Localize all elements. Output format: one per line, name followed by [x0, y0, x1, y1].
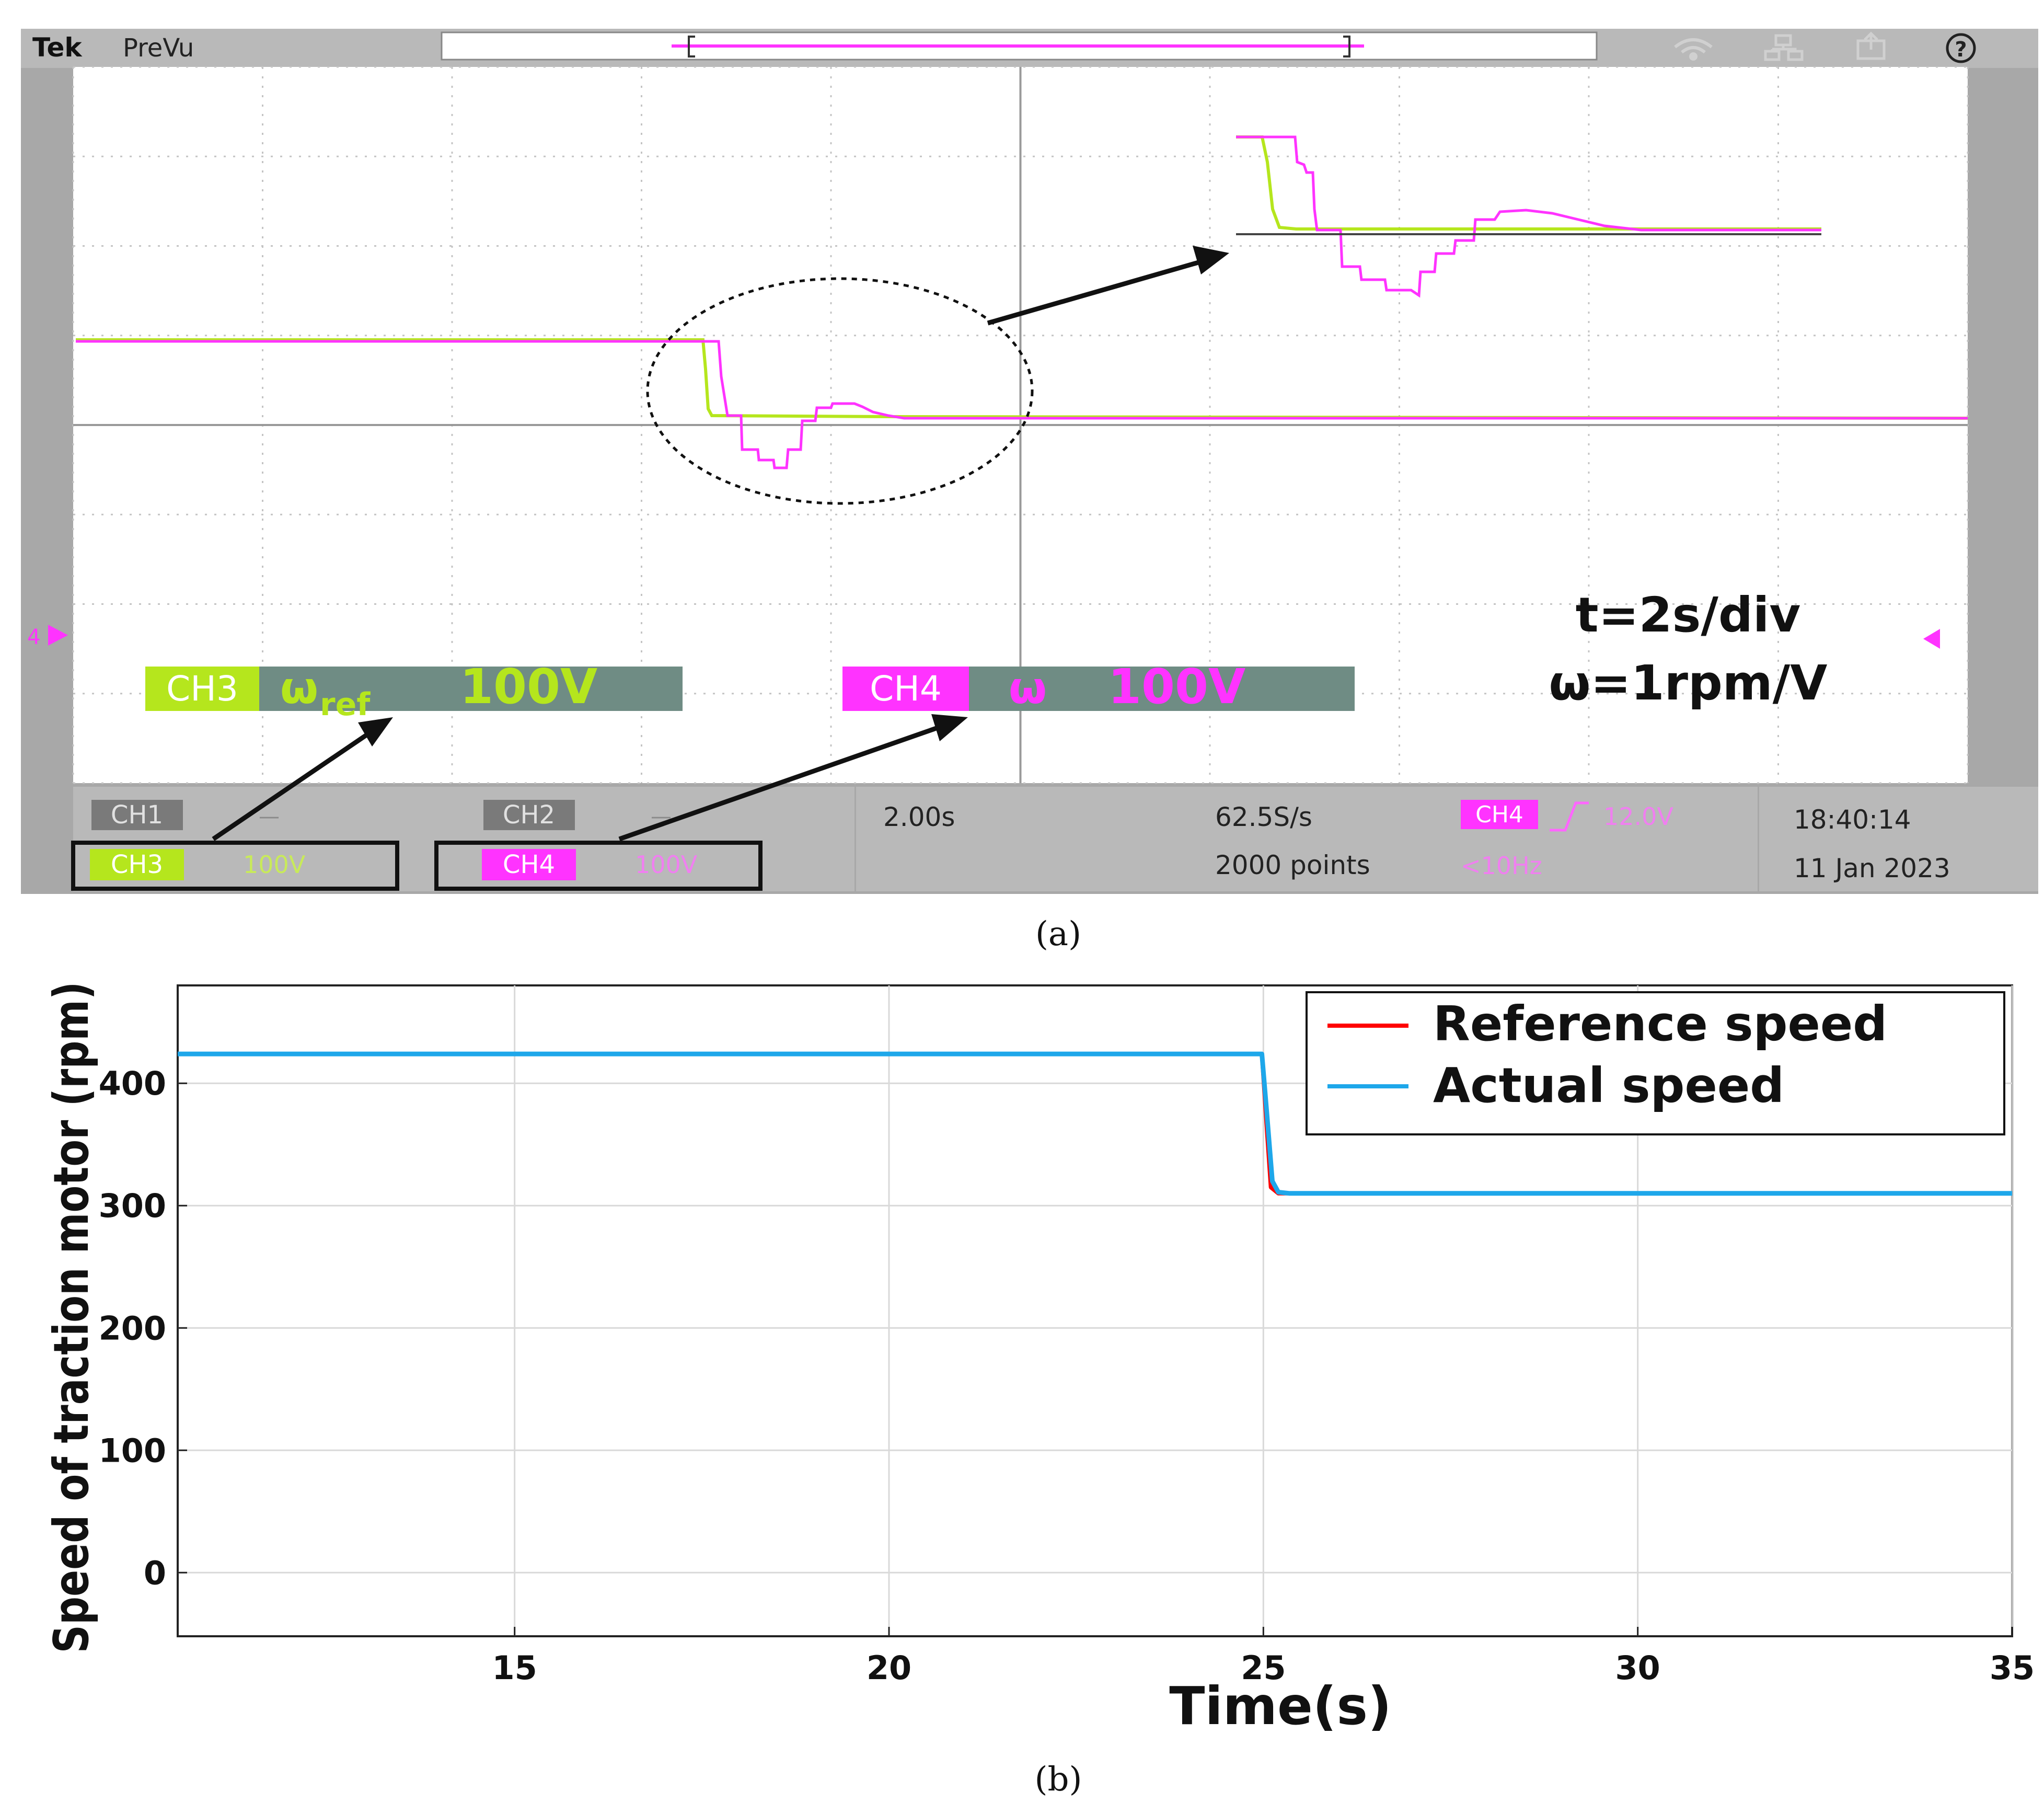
trigger-position-marker	[1923, 629, 1940, 649]
ch4-label-arrow	[618, 714, 968, 842]
ch1-status[interactable]: CH1 —	[91, 800, 280, 830]
x-tick-label: 30	[1615, 1649, 1660, 1687]
svg-text:12.0V: 12.0V	[1603, 802, 1673, 831]
svg-text:?: ?	[1955, 38, 1967, 62]
legend-label-actual: Actual speed	[1433, 1058, 1784, 1113]
ch4-level-marker: 4	[27, 625, 68, 649]
svg-text:CH4: CH4	[870, 669, 942, 709]
svg-text:ω: ω	[1009, 662, 1047, 714]
x-tick-label: 20	[867, 1649, 911, 1687]
svg-text:CH3: CH3	[166, 669, 238, 709]
svg-text:4: 4	[27, 625, 40, 649]
ch4-channel-label: CH4 ω 100V	[842, 659, 1355, 715]
omega-ref-subscript: ref	[320, 686, 371, 723]
x-axis-label: Time(s)	[1169, 1675, 1391, 1737]
record-window-brackets	[688, 36, 1350, 58]
plot-series	[178, 1051, 2012, 1196]
time-scale-annotation: t=2s/div	[1576, 587, 1801, 643]
zoom-ch4-trace	[1236, 135, 1821, 298]
clock-panel	[1759, 787, 2038, 891]
y-tick-label: 0	[144, 1554, 166, 1592]
legend-label-reference: Reference speed	[1433, 996, 1887, 1052]
wifi-icon[interactable]	[1674, 38, 1713, 61]
legend: Reference speed Actual speed	[1306, 991, 2005, 1135]
y-tick-labels: 0 100 200 300 400	[99, 1064, 166, 1592]
svg-text:100V: 100V	[1108, 659, 1245, 715]
svg-text:CH4: CH4	[1475, 801, 1523, 828]
acquisition-status-panel	[856, 787, 1758, 891]
panel-a-caption: (a)	[1035, 915, 1081, 954]
y-tick-label: 400	[99, 1064, 166, 1103]
ch3-channel-label: CH3 ω ref 100V	[145, 659, 683, 723]
y-tick-label: 300	[99, 1187, 166, 1225]
zoom-region-ellipse	[646, 277, 1034, 505]
speed-scale-annotation: ω=1rpm/V	[1549, 655, 1828, 711]
brand-logo: Tek	[32, 32, 83, 63]
timebase-readout: 2.00s	[883, 802, 955, 832]
ch3-status[interactable]: CH3 100V	[71, 841, 399, 891]
ch4-status[interactable]: CH4 100V	[434, 841, 763, 891]
svg-text:100V: 100V	[460, 659, 597, 715]
svg-text:CH4: CH4	[503, 850, 555, 879]
panel-b-caption: (b)	[1035, 1760, 1082, 1799]
x-tick-label: 35	[1990, 1649, 2035, 1687]
x-tick-labels: 15 20 25 30 35	[492, 1649, 2035, 1687]
x-tick-label: 25	[1241, 1649, 1286, 1687]
mode-label: PreVu	[123, 33, 194, 63]
svg-text:<10Hz: <10Hz	[1461, 852, 1542, 880]
clock-time: 18:40:14	[1794, 805, 1911, 835]
zoom-arrow	[987, 246, 1229, 326]
share-icon[interactable]	[1856, 31, 1886, 60]
series-line-actual-speed	[178, 1051, 2012, 1196]
oscilloscope-screenshot: Tek PreVu ?	[21, 29, 2038, 894]
y-tick-label: 100	[99, 1431, 166, 1469]
ch4-trace	[76, 340, 1968, 469]
help-icon[interactable]: ?	[1946, 33, 1976, 63]
sample-rate-readout: 62.5S/s	[1215, 802, 1312, 832]
svg-text:100V: 100V	[635, 851, 698, 879]
rising-edge-icon	[1550, 801, 1589, 832]
svg-text:CH1: CH1	[111, 800, 163, 830]
record-length-readout: 2000 points	[1215, 850, 1370, 880]
trigger-readout[interactable]: CH4 12.0V <10Hz	[1461, 800, 1673, 880]
scope-grid	[72, 66, 1969, 784]
legend-box	[1306, 991, 2005, 1135]
svg-text:100V: 100V	[243, 851, 306, 879]
y-tick-label: 200	[99, 1309, 166, 1347]
network-icon[interactable]	[1764, 34, 1804, 61]
record-preview-bar[interactable]	[441, 31, 1598, 61]
clock-date: 11 Jan 2023	[1794, 853, 1950, 883]
ch2-status[interactable]: CH2 —	[483, 800, 672, 830]
svg-text:CH2: CH2	[503, 800, 555, 830]
ch3-label-arrow	[212, 717, 393, 841]
svg-text:CH3: CH3	[111, 850, 163, 879]
x-tick-label: 15	[492, 1649, 537, 1687]
y-axis-label: Speed of traction motor (rpm)	[43, 982, 99, 1654]
speed-plot: 0 100 200 300 400 15 20 25 30 35 Time(s) Speed o…	[43, 982, 2035, 1737]
channel-status-panel	[73, 787, 854, 891]
omega-ref-symbol: ω	[280, 662, 318, 714]
